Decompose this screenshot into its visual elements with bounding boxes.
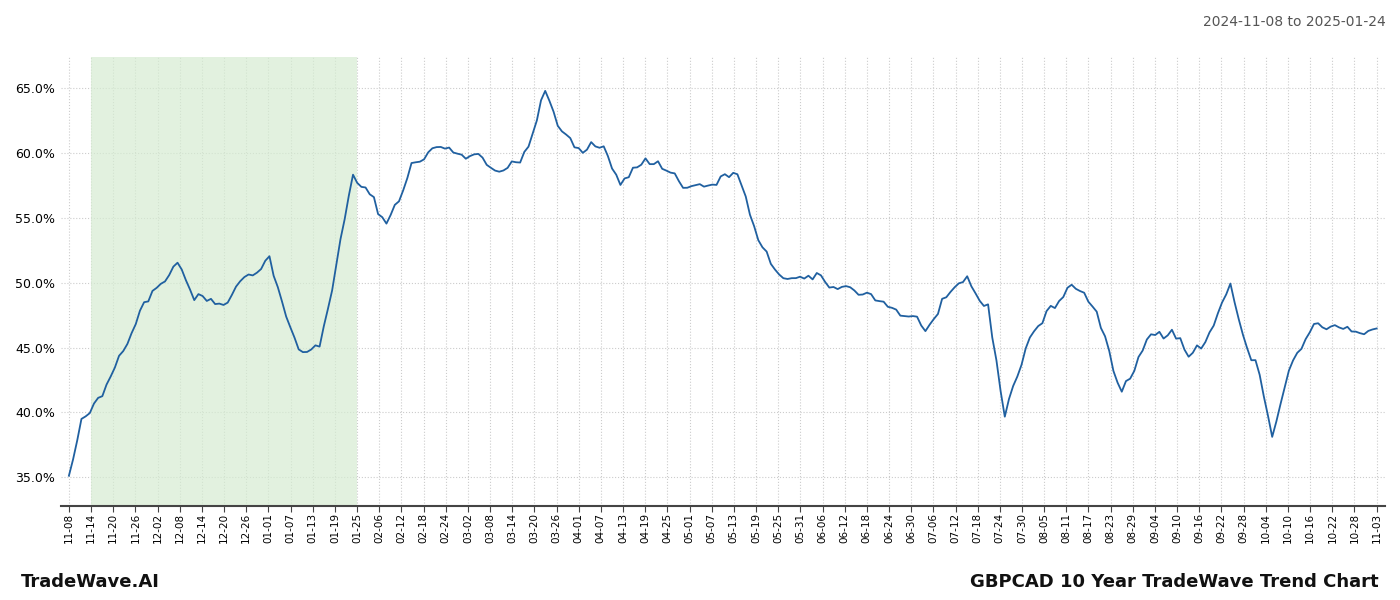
Text: TradeWave.AI: TradeWave.AI	[21, 573, 160, 591]
Text: GBPCAD 10 Year TradeWave Trend Chart: GBPCAD 10 Year TradeWave Trend Chart	[970, 573, 1379, 591]
Bar	[91, 57, 357, 506]
Text: 2024-11-08 to 2025-01-24: 2024-11-08 to 2025-01-24	[1203, 15, 1386, 29]
